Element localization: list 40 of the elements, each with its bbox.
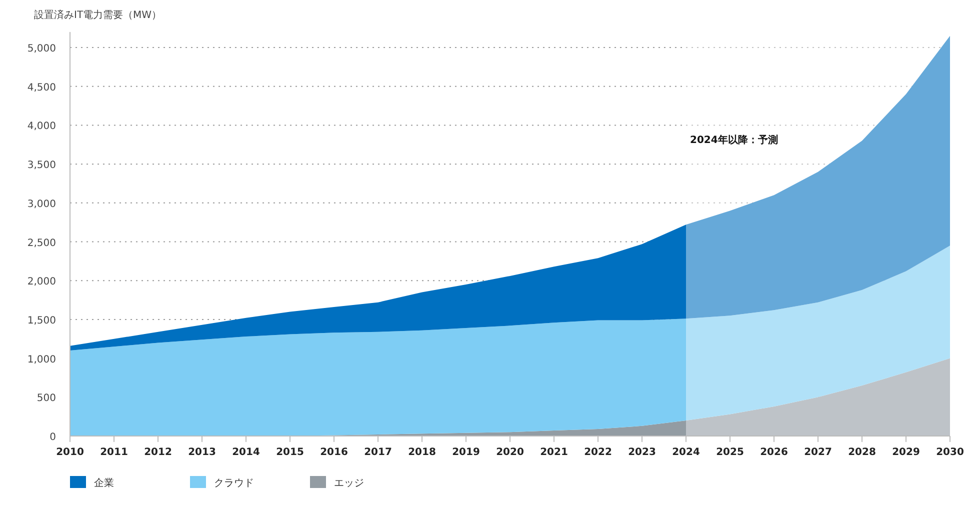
y-tick-label: 4,000 [27,121,56,132]
legend-label: 企業 [94,477,114,489]
legend-label: エッジ [334,478,364,489]
x-tick-label: 2026 [760,447,788,458]
x-tick-label: 2028 [848,447,876,458]
y-axis-title: 設置済みIT電力需要（MW） [34,9,162,21]
x-tick-label: 2015 [276,447,304,458]
y-tick-label: 2,000 [27,276,56,288]
x-tick-label: 2021 [540,447,568,458]
x-tick-label: 2020 [496,447,524,458]
y-tick-label: 3,000 [27,198,56,210]
x-tick-label: 2012 [144,447,172,458]
x-tick-label: 2016 [320,447,348,458]
y-tick-label: 3,500 [27,160,56,172]
band-label: 2024年以降：予測 [690,134,778,146]
legend-企業: 企業 [70,476,114,489]
x-tick-label: 2017 [364,447,392,458]
legend-クラウド: クラウド [190,476,254,489]
x-tick-label: 2010 [56,447,84,458]
x-tick-label: 2014 [232,447,260,458]
x-tick-label: 2029 [892,447,920,458]
x-tick-label: 2030 [936,447,964,458]
x-tick-label: 2024 [672,447,700,458]
y-tick-label: 1,500 [27,315,56,326]
legend-エッジ: エッジ [310,476,364,489]
y-tick-label: 500 [36,393,56,404]
x-tick-label: 2011 [100,447,128,458]
x-tick-label: 2027 [804,447,832,458]
legend-label: クラウド [214,478,254,489]
x-tick-label: 2023 [628,447,656,458]
x-tick-label: 2025 [716,447,744,458]
y-tick-label: 1,000 [27,354,56,366]
x-tick-label: 2019 [452,447,480,458]
y-tick-label: 4,500 [27,82,56,94]
x-tick-label: 2018 [408,447,436,458]
x-tick-label: 2013 [188,447,216,458]
y-tick-label: 0 [50,432,56,443]
y-tick-label: 2,500 [27,238,56,249]
y-tick-label: 5,000 [27,44,56,55]
x-tick-label: 2022 [584,447,612,458]
